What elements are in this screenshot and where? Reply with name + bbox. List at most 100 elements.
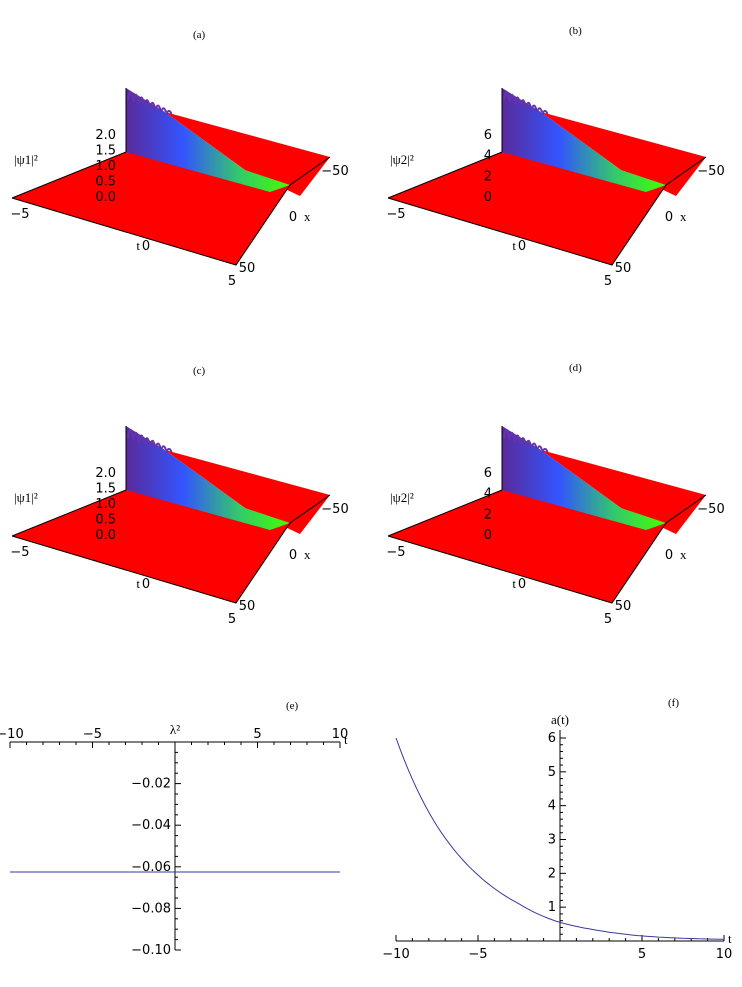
x-axis-label: x bbox=[304, 209, 311, 224]
oscillation-peak bbox=[138, 434, 145, 443]
x-tick-label: 10 bbox=[332, 727, 349, 742]
t-axis-label: t bbox=[512, 576, 516, 591]
t-axis-label: t bbox=[136, 576, 140, 591]
t-tick-label: −5 bbox=[10, 207, 29, 222]
series-line bbox=[395, 737, 725, 940]
x-axis-label: x bbox=[304, 547, 311, 562]
surface-plane-front bbox=[12, 490, 290, 603]
z-tick-label: 4 bbox=[484, 149, 492, 164]
surface-plane-back bbox=[165, 450, 330, 534]
t-tick-label: −5 bbox=[386, 545, 405, 560]
panel-label-b: (b) bbox=[569, 25, 582, 37]
panel-label-d: (d) bbox=[569, 362, 582, 374]
x-tick-label: 0 bbox=[665, 548, 673, 563]
x-axis-label: x bbox=[680, 209, 687, 224]
y-tick-label: 1 bbox=[548, 900, 556, 915]
t-axis-label: t bbox=[136, 238, 140, 253]
z-tick-label: 1.0 bbox=[95, 159, 116, 174]
t-tick-label: 0 bbox=[142, 239, 150, 254]
z-tick-label: 0 bbox=[484, 528, 492, 543]
oscillation-peak bbox=[132, 93, 140, 103]
z-tick-label: 1.0 bbox=[95, 497, 116, 512]
x-tick-label: 50 bbox=[615, 599, 632, 614]
x-axis-label: t bbox=[728, 931, 732, 946]
oscillation-peak bbox=[503, 429, 510, 439]
oscillation-peak bbox=[519, 99, 527, 107]
z-axis-edge bbox=[11, 426, 127, 537]
z-tick-label: 2 bbox=[484, 507, 492, 522]
oscillation-peak bbox=[508, 431, 516, 441]
z-tick-label: 2.0 bbox=[95, 128, 116, 143]
t-axis-label: t bbox=[512, 238, 516, 253]
y-tick-label: 6 bbox=[548, 731, 556, 746]
y-tick-label: −0.02 bbox=[131, 777, 171, 792]
surface-plane-front bbox=[388, 490, 666, 603]
t-tick-label: 5 bbox=[604, 274, 612, 289]
panel-label-e: (e) bbox=[286, 700, 299, 712]
t-tick-label: 5 bbox=[228, 274, 236, 289]
oscillation-peak bbox=[503, 91, 510, 101]
y-axis-label: λ² bbox=[170, 722, 180, 737]
oscillation-peak bbox=[132, 431, 140, 441]
oscillation-peak bbox=[143, 437, 151, 445]
oscillation-peak bbox=[127, 91, 134, 101]
z-tick-label: 1.5 bbox=[95, 144, 116, 159]
z-tick-label: 1.5 bbox=[95, 482, 116, 497]
t-tick-label: 0 bbox=[518, 239, 526, 254]
t-tick-label: −5 bbox=[386, 207, 405, 222]
z-axis-edge bbox=[11, 88, 127, 199]
y-axis-label: a(t) bbox=[551, 712, 569, 727]
z-tick-label: 0.5 bbox=[95, 513, 116, 528]
y-tick-label: 4 bbox=[548, 799, 556, 814]
oscillation-peak bbox=[536, 445, 543, 451]
x-axis-label: x bbox=[680, 547, 687, 562]
surface-plane-front bbox=[388, 152, 666, 265]
z-tick-label: 2.0 bbox=[95, 466, 116, 481]
floor-edge bbox=[387, 494, 707, 604]
y-tick-label: 3 bbox=[548, 833, 556, 848]
oscillation-peak bbox=[536, 107, 543, 113]
panel-label-c: (c) bbox=[193, 365, 206, 377]
x-tick-label: 0 bbox=[289, 548, 297, 563]
oscillation-peak bbox=[530, 442, 538, 449]
z-tick-label: 6 bbox=[484, 466, 492, 481]
z-axis-label: |ψ2|² bbox=[390, 152, 414, 167]
oscillation-peak bbox=[143, 99, 151, 107]
oscillation-peak bbox=[160, 107, 167, 113]
line-plots: −10 −5 5 10t−0.02−0.04−0.06−0.08−0.10λ²−10−… bbox=[0, 712, 732, 962]
oscillation-peak bbox=[160, 445, 167, 451]
oscillation-peak bbox=[138, 96, 145, 105]
surface-plots: 0.00.51.01.52.0|ψ1|²−505t−50050x0246|ψ2|… bbox=[10, 88, 725, 627]
x-tick-label: 5 bbox=[253, 727, 261, 742]
surface-plane-back bbox=[165, 112, 330, 196]
oscillation-peak bbox=[514, 96, 521, 105]
z-tick-label: 6 bbox=[484, 128, 492, 143]
oscillation-peak bbox=[165, 109, 173, 115]
oscillation-peak bbox=[149, 101, 156, 109]
line-panel-e: −10 −5 5 10t −0.02 −0.04 −0.06 −0.08 −0.10 λ² bbox=[0, 722, 348, 958]
y-tick-label: −0.06 bbox=[131, 860, 171, 875]
x-tick-label: −50 bbox=[321, 502, 348, 517]
oscillation-peak bbox=[514, 434, 521, 443]
z-axis-label: |ψ2|² bbox=[390, 490, 414, 505]
panel-label-a: (a) bbox=[193, 29, 206, 41]
surface-plane-back bbox=[541, 112, 706, 196]
y-tick-label: −0.08 bbox=[131, 901, 171, 916]
t-tick-label: 0 bbox=[518, 577, 526, 592]
z-tick-label: 0.0 bbox=[95, 190, 116, 205]
floor-edge bbox=[387, 156, 707, 266]
z-tick-label: 0 bbox=[484, 190, 492, 205]
y-tick-label: −0.10 bbox=[131, 943, 171, 958]
surface-plane-front bbox=[12, 152, 290, 265]
t-tick-label: 5 bbox=[228, 612, 236, 627]
floor-edge bbox=[11, 494, 331, 604]
y-tick-label: 2 bbox=[548, 866, 556, 881]
t-tick-label: 0 bbox=[142, 577, 150, 592]
y-tick-label: 5 bbox=[548, 765, 556, 780]
x-tick-label: 5 bbox=[638, 947, 646, 962]
x-tick-label: −50 bbox=[697, 164, 724, 179]
